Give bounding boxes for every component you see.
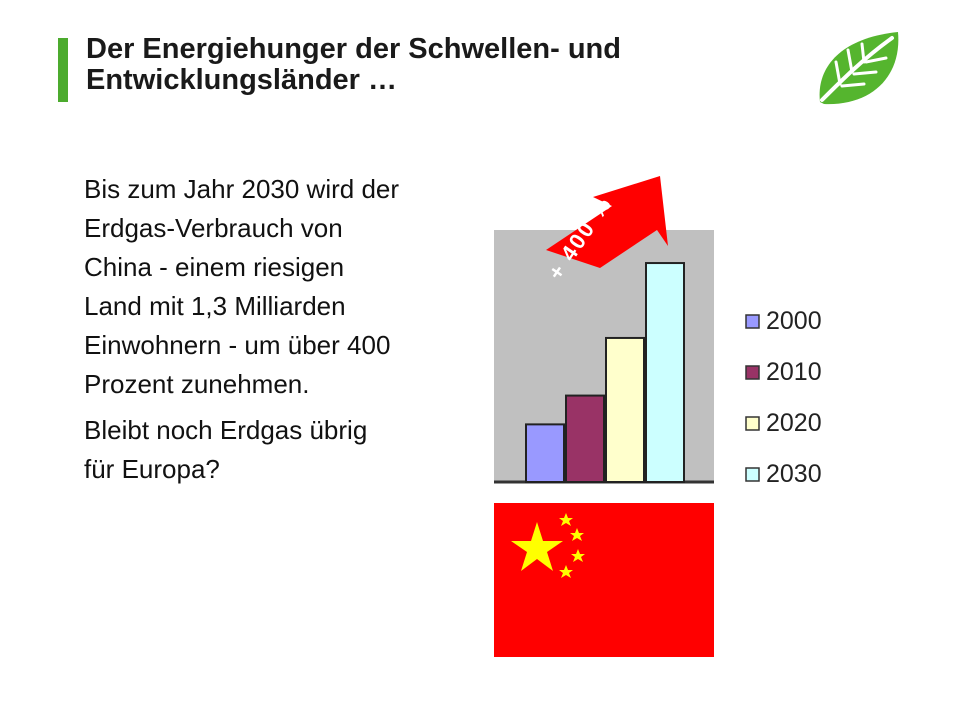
legend-swatch-2000 [745,314,760,329]
body-paragraph-question: Bleibt noch Erdgas übrig für Europa? [84,415,368,484]
leaf-icon [819,32,899,105]
bar-group [525,262,685,483]
slide-title-line2: Entwicklungsländer … [86,64,397,96]
body-text: Bis zum Jahr 2030 wird der Erdgas-Verbra… [84,170,404,496]
bar-2020 [605,336,645,483]
slide-title-line1: Der Energiehunger der Schwellen- und [86,33,621,65]
title-accent-bar [58,38,68,102]
legend-label-2010: 2010 [766,358,822,386]
flag-small-star [559,565,573,578]
chart-legend: 2000 2010 2020 2030 [745,307,822,488]
bar-2000 [525,423,565,483]
body-paragraph-consumption: Bis zum Jahr 2030 wird der Erdgas-Verbra… [84,174,400,399]
legend-label-2000: 2000 [766,307,822,335]
growth-arrow-shape [546,176,668,268]
bar-2010 [565,394,605,483]
flag-small-star [559,513,573,526]
slide-title: Der Energiehunger der Schwellen- und Ent… [86,34,776,96]
legend-label-2030: 2030 [766,460,822,488]
legend-label-2020: 2020 [766,409,822,437]
legend-swatch-2020 [745,416,760,431]
legend-swatch-2010 [745,365,760,380]
flag-small-star [570,528,584,541]
flag-big-star [511,522,563,571]
legend-swatch-2030 [745,467,760,482]
flag-small-star [571,549,585,562]
bar-2030 [645,262,685,483]
china-flag-icon [494,503,714,657]
